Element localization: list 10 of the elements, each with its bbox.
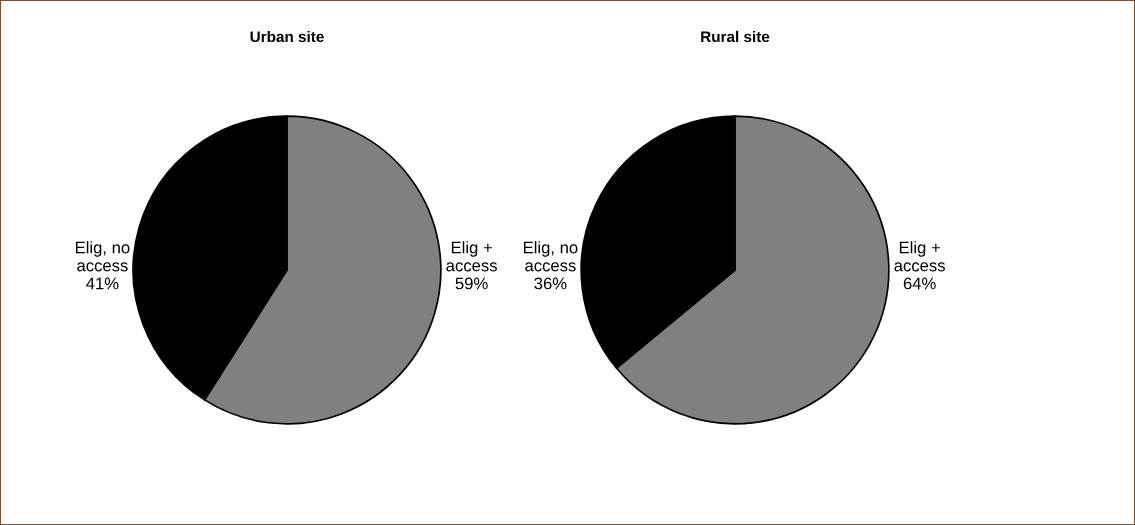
slice-label: Elig + access [446,241,497,272]
data-label: 41% [86,277,119,290]
chart-title: Urban site [250,30,324,43]
chart-title: Rural site [701,30,770,43]
slice-label: Elig, no access [75,241,130,272]
data-label: 36% [534,277,567,290]
data-label: 59% [455,277,488,290]
slice-label: Elig + access [894,241,945,272]
slice-label: Elig, no access [523,241,578,272]
data-label: 64% [903,277,936,290]
